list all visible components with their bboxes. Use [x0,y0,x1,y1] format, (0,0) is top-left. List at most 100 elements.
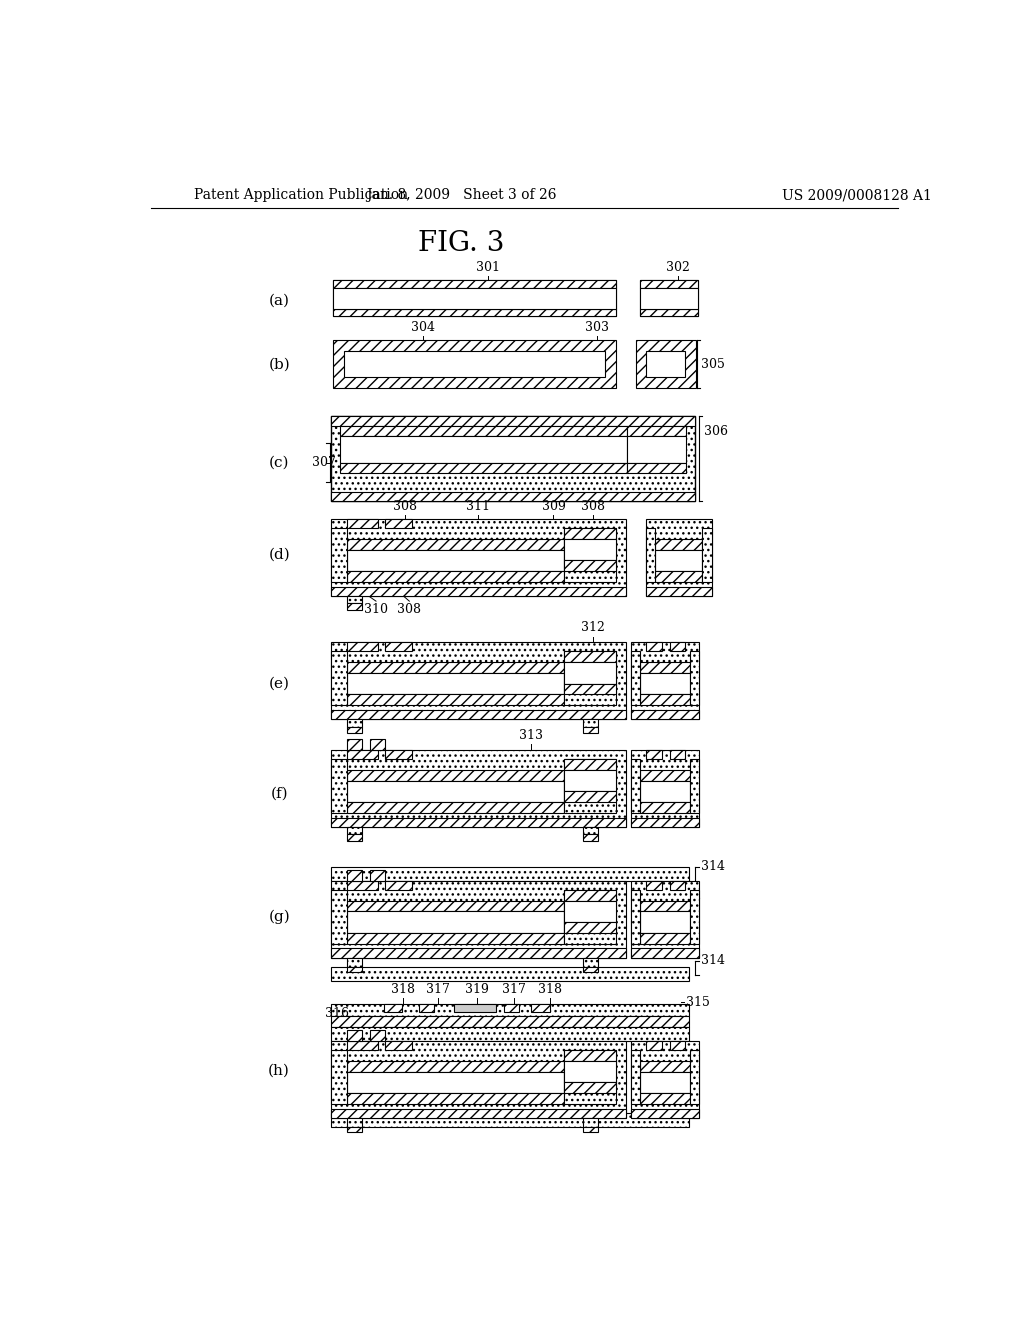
Bar [563,900,616,923]
Bar [346,739,362,750]
Bar [583,834,598,841]
Text: 304: 304 [411,321,434,334]
Bar [346,966,362,972]
Bar [331,867,689,880]
Bar [385,880,413,890]
Bar [640,288,697,309]
Bar [563,770,616,792]
Bar [563,1051,616,1061]
Bar [563,1082,616,1093]
Bar [340,462,627,474]
Text: (g): (g) [268,909,290,924]
Bar [346,780,563,803]
Bar [670,642,685,651]
Bar [631,710,699,719]
Bar [346,1127,362,1131]
Text: FIG. 3: FIG. 3 [418,230,505,256]
Bar [563,684,616,694]
Bar [563,759,616,770]
Bar [670,880,685,890]
Bar [563,651,616,663]
Bar [346,880,378,890]
Bar [346,673,563,694]
Bar [334,309,616,317]
Text: 314: 314 [701,954,725,968]
Bar [346,663,563,673]
Bar [640,1072,690,1093]
Bar [385,750,413,759]
Bar [385,1040,413,1051]
Text: 315: 315 [686,995,710,1008]
Bar [331,1051,346,1104]
Bar [690,759,699,813]
Text: US 2009/0008128 A1: US 2009/0008128 A1 [781,189,932,202]
Bar [370,870,385,880]
Bar [631,1109,699,1118]
Bar [346,911,563,933]
Bar [346,803,563,813]
Bar [331,651,346,705]
Bar [583,826,598,834]
Bar [346,572,563,582]
Text: (e): (e) [268,677,290,690]
Bar [344,351,605,378]
Bar [640,933,690,944]
Bar [346,519,378,528]
Bar [346,1072,563,1093]
Bar [504,1005,519,1011]
Bar [563,792,616,803]
Text: 310: 310 [364,603,388,616]
Bar [640,770,690,780]
Bar [640,280,697,288]
Bar [331,528,346,582]
Bar [334,341,616,388]
Bar [655,539,702,549]
Bar [636,341,696,388]
Text: 305: 305 [701,358,725,371]
Bar [563,561,616,572]
Bar [346,694,563,705]
Text: 318: 318 [539,983,562,997]
Bar [646,750,662,759]
Bar [331,966,689,981]
Bar [331,817,626,826]
Bar [346,958,362,966]
Bar [346,1061,563,1072]
Text: 306: 306 [703,425,728,438]
Bar [334,280,616,288]
Text: 301: 301 [476,261,501,275]
Bar [670,1040,685,1051]
Text: (h): (h) [268,1064,290,1078]
Text: (d): (d) [268,548,290,562]
Bar [631,759,640,813]
Bar [454,1005,496,1011]
Bar [331,642,626,719]
Bar [583,958,598,966]
Bar [640,900,690,911]
Bar [563,663,616,684]
Bar [563,1061,616,1082]
Text: 319: 319 [465,983,488,997]
Bar [627,425,686,437]
Text: 312: 312 [581,622,605,635]
Bar [340,425,627,437]
Text: 313: 313 [519,729,543,742]
Bar [563,923,616,933]
Bar [563,890,616,944]
Bar [640,1093,690,1104]
Bar [331,1109,626,1118]
Bar [627,462,686,474]
Bar [640,911,690,933]
Bar [583,1127,598,1131]
Bar [370,1030,385,1040]
Text: Patent Application Publication: Patent Application Publication [194,189,408,202]
Bar [646,880,662,890]
Bar [583,726,598,733]
Bar [563,539,616,561]
Bar [640,1061,690,1072]
Bar [631,1051,640,1104]
Bar [334,280,616,317]
Text: (c): (c) [269,455,290,470]
Bar [346,642,378,651]
Bar [419,1005,434,1011]
